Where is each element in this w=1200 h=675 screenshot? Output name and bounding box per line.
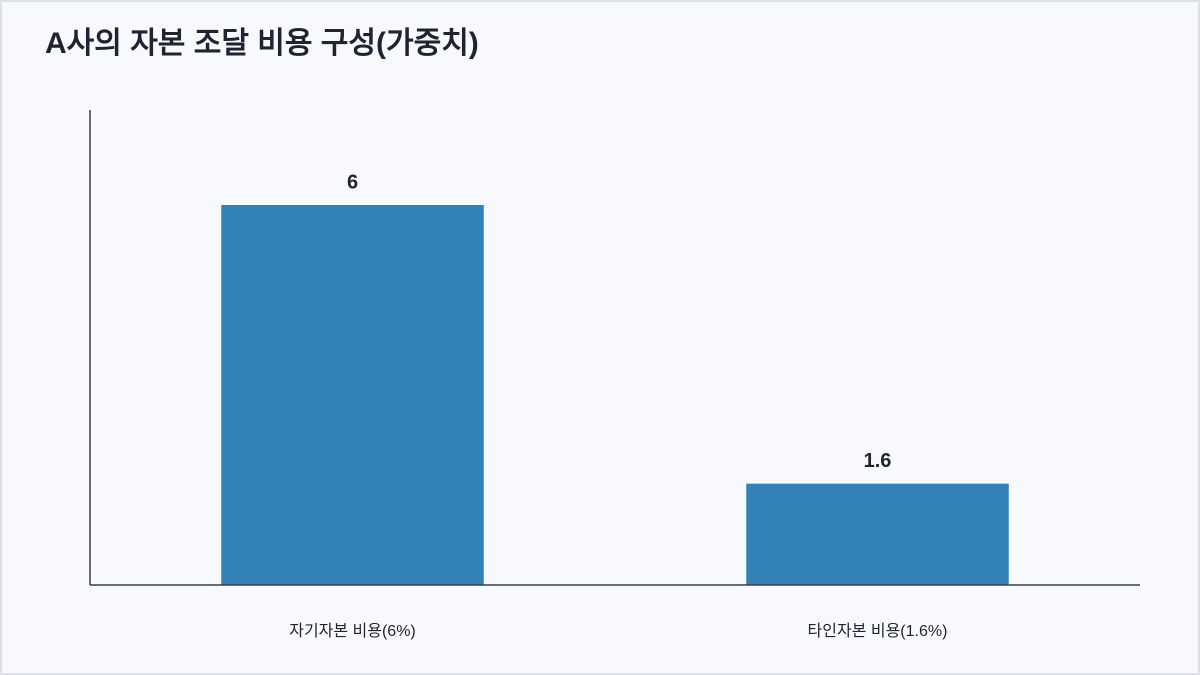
value-label: 6 (347, 171, 358, 193)
x-tick-label: 자기자본 비용(6%) (289, 622, 416, 640)
bar (221, 205, 484, 585)
value-label: 1.6 (864, 450, 892, 472)
chart-title: A사의 자본 조달 비용 구성(가중치) (45, 27, 479, 60)
x-tick-label: 타인자본 비용(1.6%) (808, 622, 948, 640)
bar (746, 483, 1009, 585)
